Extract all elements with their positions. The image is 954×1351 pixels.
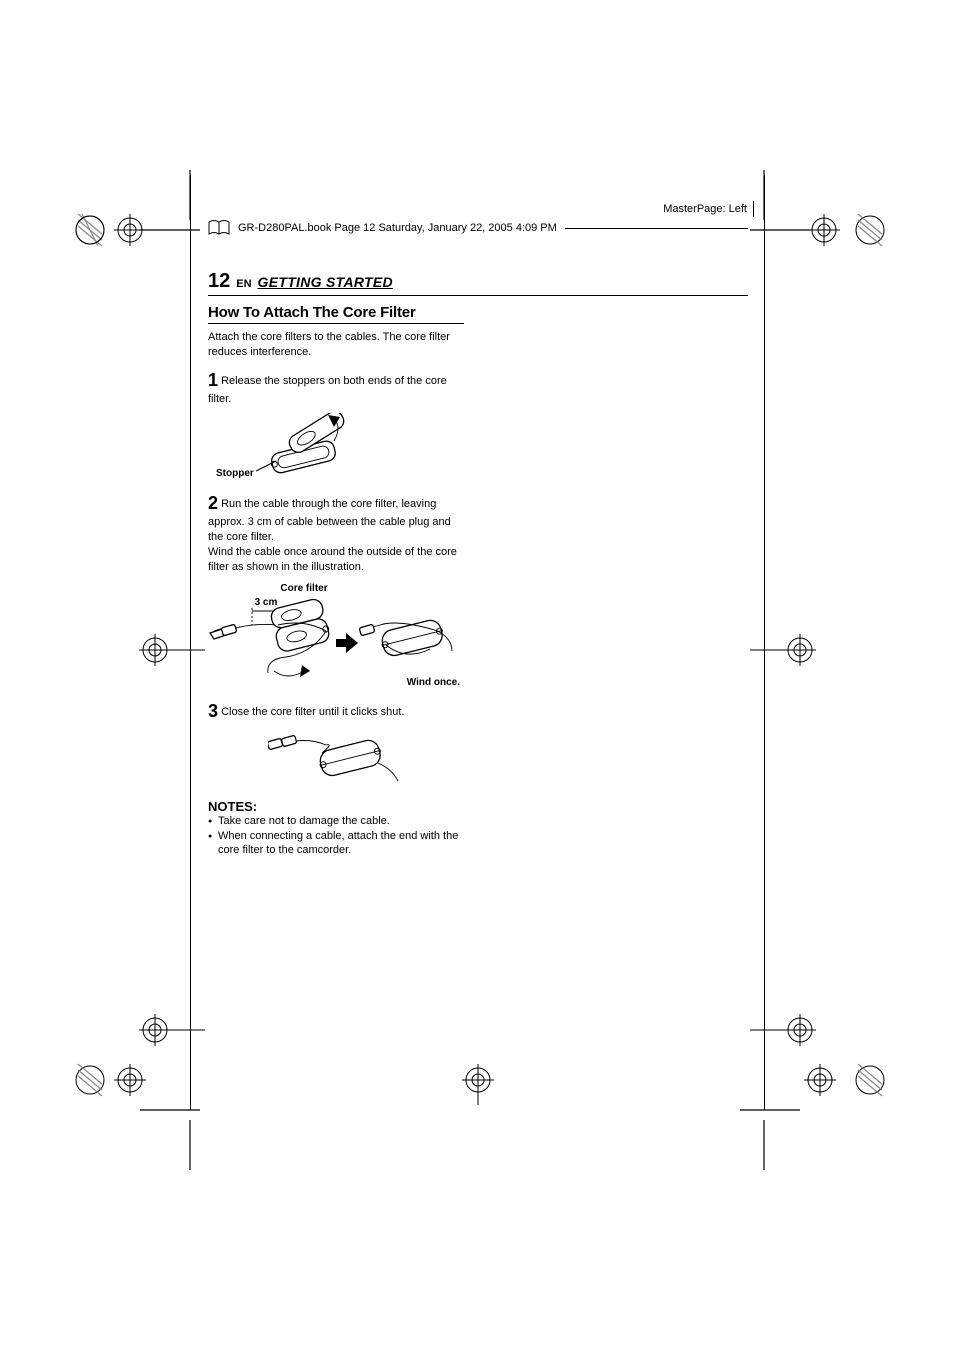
frame-right — [764, 175, 765, 1110]
step-3: 3 Close the core filter until it clicks … — [208, 699, 464, 723]
intro-text: Attach the core filters to the cables. T… — [208, 330, 464, 360]
fig2-core-label: Core filter — [280, 583, 327, 594]
note-1: Take care not to damage the cable. — [208, 814, 464, 829]
fig2-wind-label: Wind once. — [407, 677, 460, 688]
step-2-text-b: Wind the cable once around the outside o… — [208, 545, 464, 575]
reg-mark-left-mid2 — [95, 1010, 205, 1050]
section-name: GETTING STARTED — [258, 274, 393, 290]
crop-mark-bottom-left — [60, 1050, 220, 1170]
lang-code: EN — [236, 278, 251, 290]
header-text: GR-D280PAL.book Page 12 Saturday, Januar… — [238, 222, 557, 234]
book-icon — [208, 219, 230, 237]
step-1: 1 Release the stoppers on both ends of t… — [208, 368, 464, 407]
masterpage-label: MasterPage: Left — [663, 201, 754, 217]
step-2: 2 Run the cable through the core filter,… — [208, 491, 464, 545]
crop-mark-top-left — [60, 170, 200, 310]
header-bar: GR-D280PAL.book Page 12 Saturday, Januar… — [208, 219, 748, 237]
page-header: 12 EN GETTING STARTED — [208, 270, 748, 296]
figure-1: Stopper — [208, 413, 464, 483]
reg-mark-left-mid1 — [95, 630, 205, 670]
note-2: When connecting a cable, attach the end … — [208, 829, 464, 859]
frame-left — [190, 175, 191, 1110]
fig1-stopper-label: Stopper — [216, 468, 254, 479]
reg-mark-right-mid1 — [750, 630, 860, 670]
step-3-num: 3 — [208, 701, 218, 721]
step-1-text: Release the stoppers on both ends of the… — [208, 375, 447, 405]
reg-mark-bottom-center — [430, 1055, 530, 1105]
step-1-num: 1 — [208, 370, 218, 390]
page-content: 12 EN GETTING STARTED How To Attach The … — [208, 270, 748, 858]
step-2-text-a: Run the cable through the core filter, l… — [208, 498, 451, 543]
page-number: 12 — [208, 270, 230, 293]
page-title: How To Attach The Core Filter — [208, 304, 464, 324]
figure-3 — [208, 729, 464, 789]
step-3-text: Close the core filter until it clicks sh… — [218, 706, 404, 718]
reg-mark-right-mid2 — [750, 1010, 860, 1050]
crop-mark-bottom-right — [740, 1050, 910, 1170]
fig2-3cm-label: 3 cm — [255, 597, 278, 608]
step-2-num: 2 — [208, 493, 218, 513]
figure-2: Core filter 3 cm — [208, 581, 464, 691]
notes-heading: NOTES: — [208, 799, 464, 814]
crop-mark-top-right — [750, 170, 910, 310]
